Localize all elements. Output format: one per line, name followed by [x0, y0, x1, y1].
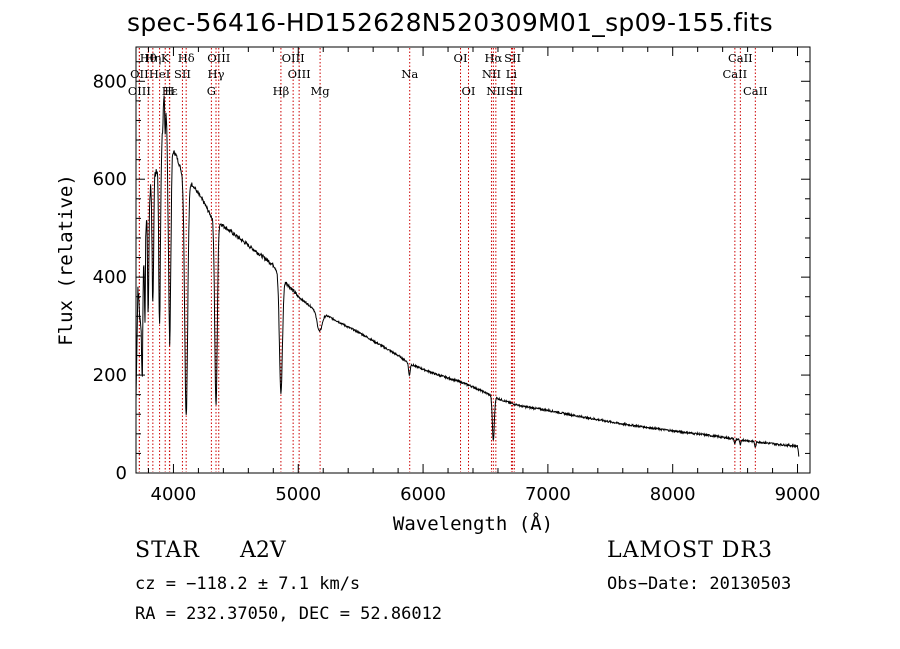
spectral-line-label: Hγ — [208, 67, 225, 81]
chart-title: spec-56416-HD152628N520309M01_sp09-155.f… — [127, 8, 773, 37]
spectral-line-label: Hε — [162, 84, 178, 98]
spectral-line-label: OIII — [128, 84, 151, 98]
spectral-line-label: SII — [504, 51, 521, 65]
spectral-line-label: Hα — [484, 51, 502, 65]
spectrum-series — [135, 95, 800, 457]
x-tick-label: 8000 — [650, 484, 696, 505]
y-tick-label: 600 — [93, 169, 127, 190]
y-axis: 0 200 400 600 800 — [93, 61, 810, 484]
y-tick-label: 200 — [93, 365, 127, 386]
spectral-line-label: Hβ — [273, 84, 290, 98]
spectral-line-label: K — [161, 51, 170, 65]
spectral-line-label: Hδ — [178, 51, 195, 65]
redshift-velocity: cz = −118.2 ± 7.1 km/s — [135, 574, 361, 594]
spectral-line-label: OIII — [288, 67, 311, 81]
spectral-line-label: HeI — [149, 67, 170, 81]
spectral-line-label: OII — [130, 67, 149, 81]
observation-date: Obs−Date: 20130503 — [607, 574, 792, 594]
spectral-line-label: NII — [486, 84, 505, 98]
y-tick-label: 800 — [93, 71, 127, 92]
spectral-line-label: CaII — [722, 67, 747, 81]
spectral-line-label: OI — [462, 84, 476, 98]
x-tick-label: 6000 — [400, 484, 446, 505]
spectral-line-label: CaII — [743, 84, 768, 98]
spectral-line-label: Na — [401, 67, 418, 81]
x-axis: 4000 5000 6000 7000 8000 9000 — [147, 47, 821, 505]
spectral-line-label: Hη — [144, 51, 161, 65]
x-tick-label: 4000 — [151, 484, 197, 505]
x-tick-label: 5000 — [275, 484, 321, 505]
spectral-line-label: Li — [506, 67, 518, 81]
x-tick-label: 9000 — [775, 484, 821, 505]
spectral-class: A2V — [240, 538, 286, 563]
spectral-line-label: SII — [506, 84, 523, 98]
y-tick-label: 400 — [93, 267, 127, 288]
spectral-line-label: OI — [454, 51, 468, 65]
ra-dec-coordinates: RA = 232.37050, DEC = 52.86012 — [135, 604, 443, 624]
spectral-line-label: NII — [482, 67, 501, 81]
spectral-line-label: OIII — [207, 51, 230, 65]
spectral-line-label: Mg — [311, 84, 331, 98]
plot-frame — [135, 46, 811, 474]
y-axis-label: Flux (relative) — [55, 174, 77, 346]
x-axis-label: Wavelength (Å) — [393, 512, 553, 535]
spectral-line-label: OIII — [282, 51, 305, 65]
spectral-line-label: Hθ — [140, 51, 157, 65]
x-tick-label: 7000 — [525, 484, 571, 505]
spectral-line-label: SII — [174, 67, 191, 81]
line-markers-layer — [138, 48, 756, 472]
y-tick-label: 0 — [116, 463, 127, 484]
spectral-line-label: G — [207, 84, 216, 98]
spectral-line-label: H — [164, 84, 174, 98]
spectral-line-label: CaII — [728, 51, 753, 65]
survey-name: LAMOST DR3 — [607, 538, 773, 563]
object-type: STAR — [135, 538, 200, 563]
